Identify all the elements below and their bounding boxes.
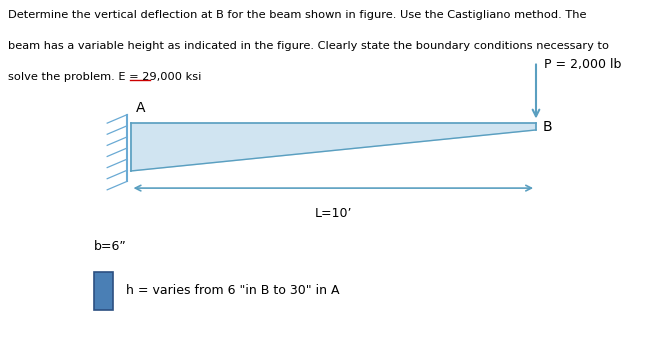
Text: Determine the vertical deflection at B for the beam shown in figure. Use the Cas: Determine the vertical deflection at B f… — [8, 10, 586, 20]
Text: A: A — [136, 101, 145, 115]
Bar — [94, 272, 113, 310]
Text: solve the problem. E = 29,000 ksi: solve the problem. E = 29,000 ksi — [8, 72, 202, 82]
Text: P = 2,000 lb: P = 2,000 lb — [544, 58, 621, 71]
Text: b=6”: b=6” — [94, 240, 127, 253]
Text: L=10’: L=10’ — [315, 207, 352, 220]
Polygon shape — [131, 123, 536, 171]
Text: h = varies from 6 "in B to 30" in A: h = varies from 6 "in B to 30" in A — [126, 284, 340, 297]
Text: beam has a variable height as indicated in the figure. Clearly state the boundar: beam has a variable height as indicated … — [8, 41, 609, 51]
Text: B: B — [543, 120, 552, 133]
